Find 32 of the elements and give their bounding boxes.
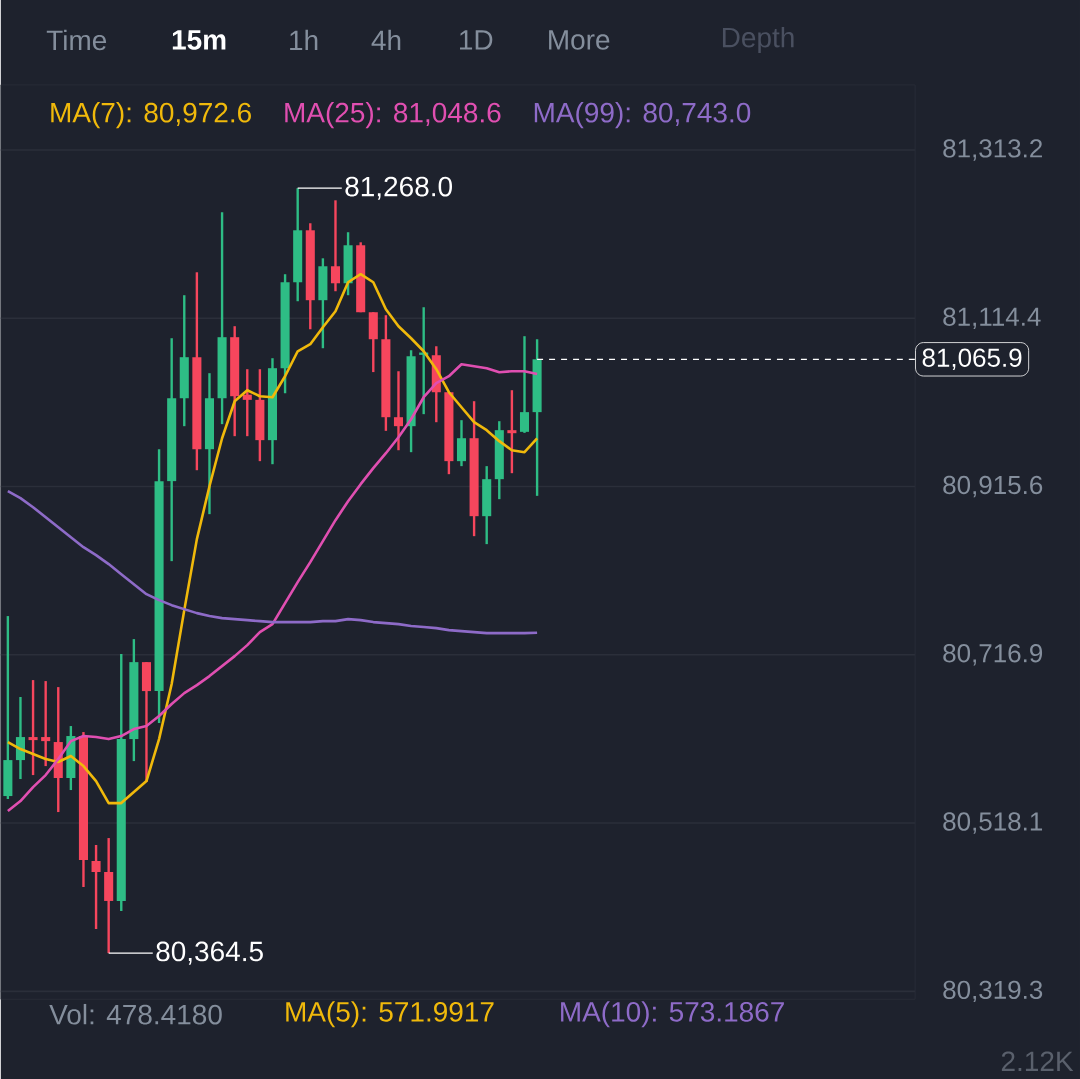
line-series [6, 272, 539, 805]
y-tick-label: 81,114.4 [943, 307, 1041, 329]
y-tick-label: 80,716.9 [943, 643, 1043, 666]
candlestick [507, 388, 517, 475]
text: 1D [460, 30, 493, 50]
text: MA(7): 80,972.6 [51, 101, 251, 129]
text: 4h [371, 29, 401, 50]
text: Vol: 478.4180 [49, 1003, 222, 1025]
candlestick [91, 843, 101, 931]
text: MA(5): 571.9917 [286, 1001, 494, 1028]
candlestick [41, 679, 51, 768]
candlestick [456, 418, 467, 468]
y-tick-label: 80,915.6 [943, 475, 1043, 498]
annotation: 80,364.5 [156, 941, 263, 965]
candlestick [519, 334, 530, 434]
text: Time [46, 29, 107, 51]
candlestick [28, 678, 38, 777]
text: 1h [290, 29, 318, 50]
y-tick-label: 80,518.1 [943, 812, 1043, 834]
text: MA(10): 573.1867 [561, 1001, 784, 1028]
candlestick [330, 199, 341, 293]
text: More [549, 30, 610, 50]
y-tick-label: 80,319.3 [943, 980, 1043, 1003]
ref-line-label: 81,065.9 [922, 348, 1022, 370]
candlestick [393, 369, 404, 452]
text: 15m [172, 30, 226, 50]
text: 2.12K [1001, 1051, 1074, 1071]
annotation: 81,268.0 [345, 176, 452, 200]
y-tick-label: 81,313.2 [943, 139, 1042, 161]
candlestick [242, 367, 252, 438]
text: MA(25): 81,048.6 [285, 101, 501, 129]
text: MA(99): 80,743.0 [534, 101, 751, 129]
